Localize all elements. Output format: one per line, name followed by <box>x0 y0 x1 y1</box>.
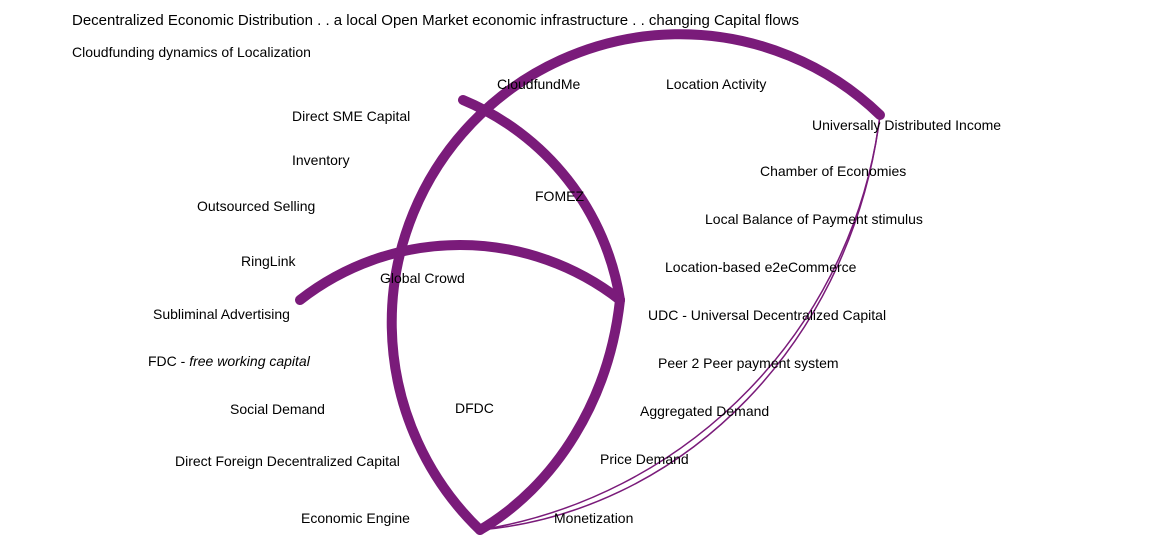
label-left-2: Outsourced Selling <box>197 198 315 214</box>
label-left-0: Direct SME Capital <box>292 108 410 124</box>
label-left-3: RingLink <box>241 253 295 269</box>
label-left-5: FDC - free working capital <box>148 353 310 369</box>
label-right-4: UDC - Universal Decentralized Capital <box>648 307 886 323</box>
label-left-8: Economic Engine <box>301 510 410 526</box>
label-right-5: Peer 2 Peer payment system <box>658 355 839 371</box>
label-right-6: Aggregated Demand <box>640 403 769 419</box>
label-fomez: FOMEZ <box>535 188 584 204</box>
label-cloudfundme: CloudfundMe <box>497 76 580 92</box>
label-left-7: Direct Foreign Decentralized Capital <box>175 453 400 469</box>
label-right-2: Local Balance of Payment stimulus <box>705 211 923 227</box>
label-right-3: Location-based e2eCommerce <box>665 259 856 275</box>
label-global-crowd: Global Crowd <box>380 270 465 286</box>
label-dfdc: DFDC <box>455 400 494 416</box>
diagram-stage: Decentralized Economic Distribution . . … <box>0 0 1150 550</box>
label-location-activity: Location Activity <box>666 76 766 92</box>
label-right-7: Price Demand <box>600 451 689 467</box>
label-right-1: Chamber of Economies <box>760 163 906 179</box>
label-left-1: Inventory <box>292 152 350 168</box>
label-right-0: Universally Distributed Income <box>812 117 1001 133</box>
label-right-8: Monetization <box>554 510 633 526</box>
label-left-6: Social Demand <box>230 401 325 417</box>
label-left-4: Subliminal Advertising <box>153 306 290 322</box>
